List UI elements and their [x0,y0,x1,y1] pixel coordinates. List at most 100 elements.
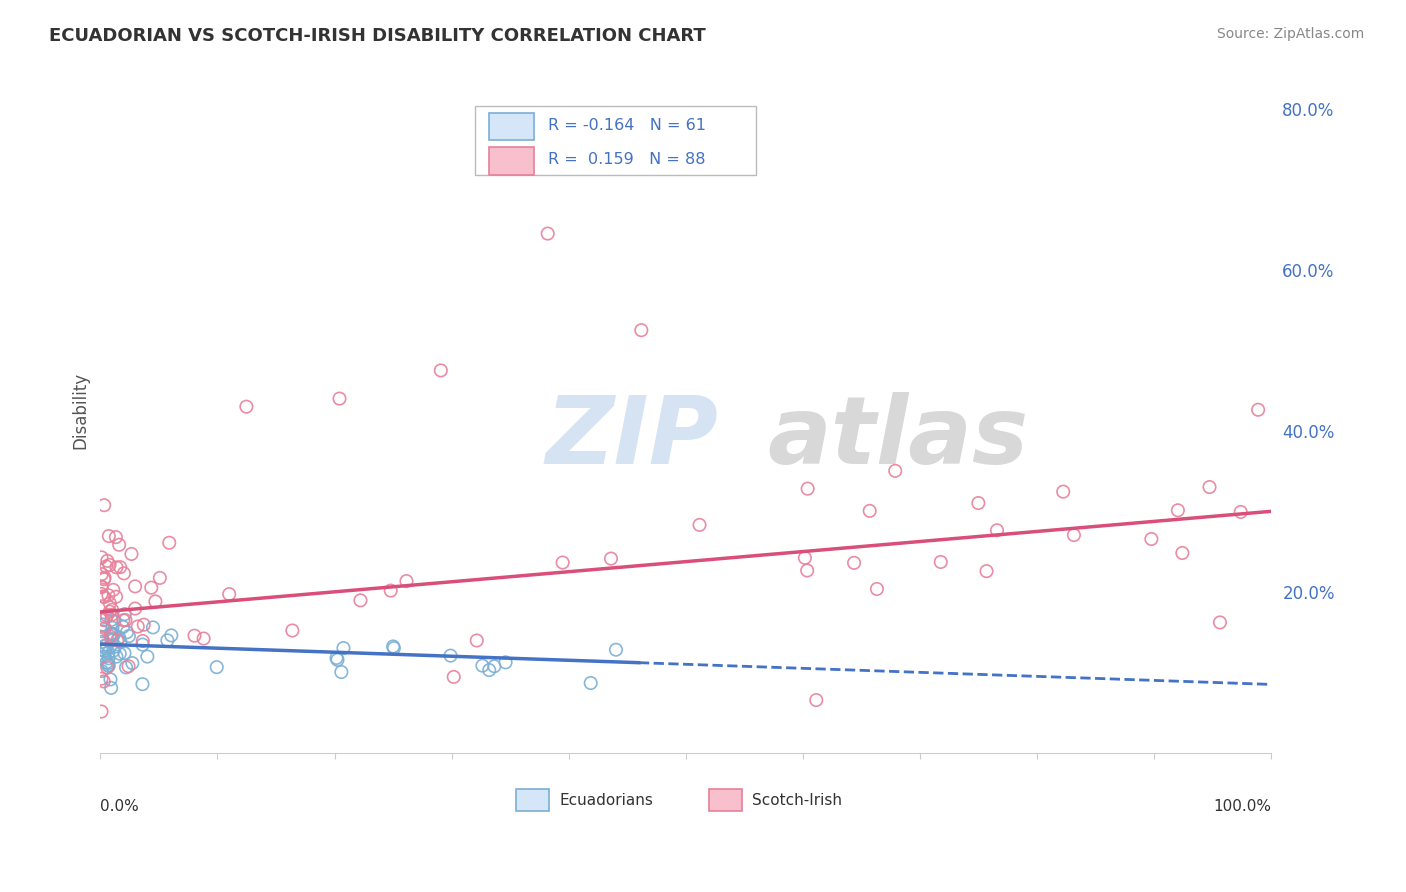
Text: ZIP: ZIP [546,392,718,484]
Point [96,656,118,670]
Point [93,643,115,657]
Point [796,564,818,578]
Point [96,660,118,674]
FancyBboxPatch shape [489,113,533,140]
Point [132,617,155,632]
Point [1063,528,1085,542]
Point [330,665,353,679]
Point [141,581,163,595]
Y-axis label: Disability: Disability [72,372,89,450]
Point [114,607,136,621]
Point [142,620,165,634]
Point [100,613,122,627]
Point [235,400,257,414]
Point [1052,484,1074,499]
Point [132,634,155,648]
Point [842,556,865,570]
Point [108,560,131,574]
Point [90,664,112,678]
Point [382,641,405,656]
Point [149,571,172,585]
Point [105,590,128,604]
Text: R =  0.159   N = 88: R = 0.159 N = 88 [547,152,704,167]
Point [94,641,117,656]
Point [100,681,122,695]
Text: 0.0%: 0.0% [100,799,139,814]
Point [110,634,132,648]
Point [100,673,122,687]
Point [115,660,138,674]
Point [115,625,138,640]
Point [218,587,240,601]
Point [579,676,602,690]
Point [1198,480,1220,494]
Point [332,641,354,656]
Text: R = -0.164   N = 61: R = -0.164 N = 61 [547,118,706,133]
Point [793,550,815,565]
Point [105,560,128,574]
Point [103,643,125,657]
Point [380,583,402,598]
Point [90,705,112,719]
Point [105,633,128,648]
Point [105,649,128,664]
Point [124,579,146,593]
Point [108,538,131,552]
Point [97,658,120,673]
Text: atlas: atlas [768,392,1029,484]
Point [796,482,818,496]
Point [145,594,167,608]
Point [100,632,122,646]
Point [986,523,1008,537]
Point [90,567,112,582]
Point [93,498,115,512]
Point [93,590,115,604]
Point [605,642,627,657]
Point [495,656,517,670]
Point [131,677,153,691]
Point [90,631,112,645]
Point [93,613,115,627]
Point [96,559,118,574]
Point [97,658,120,673]
Text: ECUADORIAN VS SCOTCH-IRISH DISABILITY CORRELATION CHART: ECUADORIAN VS SCOTCH-IRISH DISABILITY CO… [49,27,706,45]
Point [104,530,127,544]
Point [90,635,112,649]
Point [97,646,120,660]
Point [325,651,347,665]
FancyBboxPatch shape [475,106,756,175]
Point [101,633,124,648]
Point [967,496,990,510]
Point [90,631,112,645]
Point [866,582,889,596]
Text: Scotch-Irish: Scotch-Irish [752,793,842,807]
Point [443,670,465,684]
Point [97,529,120,543]
Point [1140,532,1163,546]
Point [1171,546,1194,560]
Point [114,613,136,627]
Point [630,323,652,337]
Point [124,601,146,615]
Point [90,672,112,686]
Point [156,633,179,648]
Point [382,640,405,654]
Point [395,574,418,588]
Point [478,663,501,677]
Point [1167,503,1189,517]
Point [183,629,205,643]
Point [1247,402,1270,417]
Point [884,464,907,478]
Point [103,582,125,597]
Point [439,648,461,663]
Point [91,617,114,632]
Point [98,596,121,610]
Point [101,603,124,617]
Point [96,638,118,652]
Point [94,649,117,664]
Point [1209,615,1232,630]
Point [117,659,139,673]
Point [689,517,711,532]
Point [193,632,215,646]
Point [120,547,142,561]
